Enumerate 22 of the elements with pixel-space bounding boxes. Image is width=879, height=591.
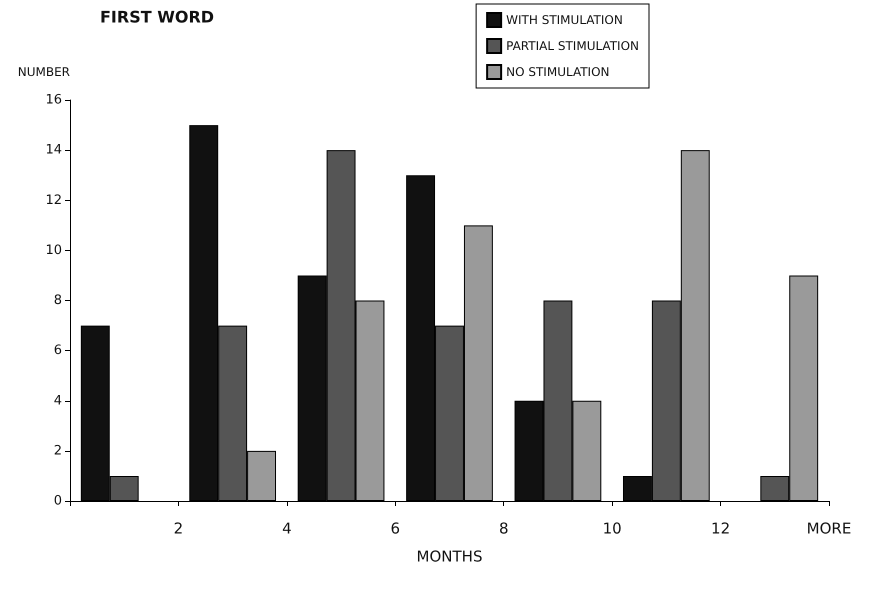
x-axis-title: MONTHS <box>416 548 482 566</box>
y-tick-label: 16 <box>45 92 62 108</box>
legend-label: WITH STIMULATION <box>506 13 623 27</box>
x-tick-label: 8 <box>498 520 508 538</box>
x-tick-label: 10 <box>602 520 622 538</box>
x-tick-label: 6 <box>390 520 400 538</box>
y-tick-label: 12 <box>45 192 62 208</box>
x-tick-label: 2 <box>174 520 184 538</box>
y-tick-label: 8 <box>54 293 62 308</box>
y-tick-label: 4 <box>54 393 62 408</box>
x-tick-label: 12 <box>711 520 730 538</box>
chart-title: FIRST WORD <box>100 8 214 26</box>
y-tick-label: 10 <box>45 242 62 258</box>
x-tick-label: 4 <box>282 520 292 538</box>
legend-label: PARTIAL STIMULATION <box>506 39 639 53</box>
legend-label: NO STIMULATION <box>506 65 610 79</box>
y-tick-label: 14 <box>45 142 62 158</box>
y-tick-label: 0 <box>54 494 62 508</box>
y-tick-label: 2 <box>54 443 62 458</box>
x-tick-label: MORE <box>806 520 852 538</box>
y-axis-title: NUMBER <box>18 65 70 79</box>
y-tick-label: 6 <box>54 343 62 358</box>
